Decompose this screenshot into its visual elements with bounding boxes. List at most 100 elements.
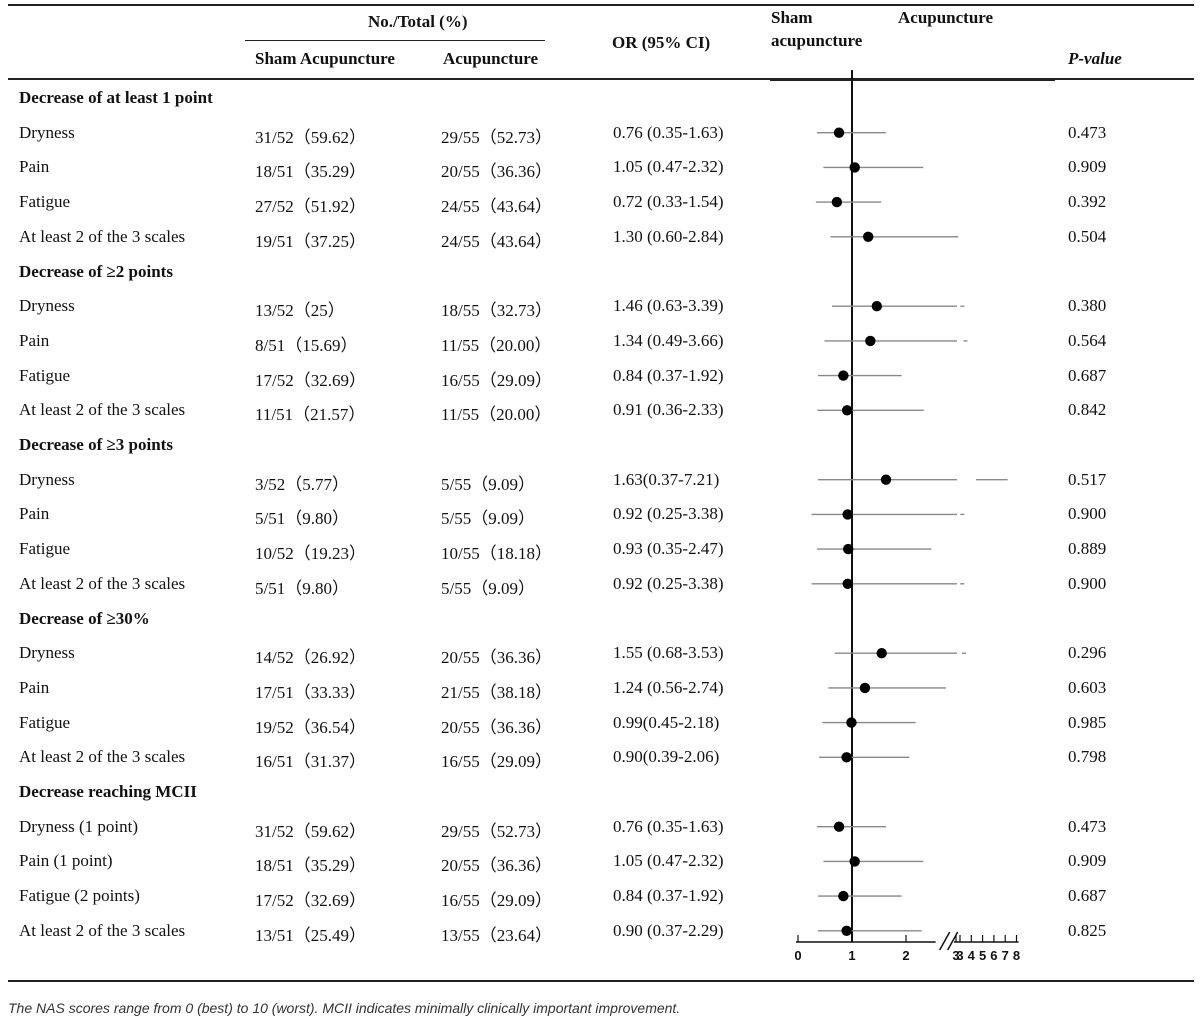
cell-acupuncture: 24/55（43.64） <box>441 231 552 251</box>
row-label: At least 2 of the 3 scales <box>19 400 186 420</box>
cell-acupuncture: 13/55（23.64） <box>441 925 552 945</box>
row-label: Dryness <box>19 122 75 142</box>
or-point <box>833 127 845 138</box>
or-point <box>838 370 849 381</box>
row-label: Dryness <box>19 643 75 663</box>
cell-or: 0.90(0.39-2.06) <box>613 747 720 767</box>
cell-or: 0.84 (0.37-1.92) <box>613 365 724 385</box>
cell-acupuncture: 29/55（52.73） <box>441 127 552 147</box>
or-point <box>846 717 857 728</box>
row-label: Pain <box>19 504 50 524</box>
col-header-p-value: P-value <box>1068 49 1122 68</box>
cell-acupuncture: 21/55（38.18） <box>441 682 552 702</box>
cell-or: 0.72 (0.33-1.54) <box>613 192 724 212</box>
cell-acupuncture: 11/55（20.00） <box>441 335 552 355</box>
cell-or: 1.05 (0.47-2.32) <box>613 157 724 177</box>
cell-p-value: 0.985 <box>1068 712 1107 732</box>
cell-p-value: 0.517 <box>1068 469 1107 489</box>
or-point <box>880 474 892 485</box>
x-tick-label: 8 <box>1013 948 1020 963</box>
cell-or: 1.34 (0.49-3.66) <box>613 330 724 350</box>
plot-label-acupuncture: Acupuncture <box>898 8 994 27</box>
cell-sham: 8/51（15.69） <box>255 335 358 355</box>
cell-or: 1.46 (0.63-3.39) <box>613 296 724 316</box>
group-title: No./Total (%) <box>368 12 468 31</box>
cell-or: 0.76 (0.35-1.63) <box>613 816 724 836</box>
or-point <box>843 543 854 555</box>
cell-p-value: 0.909 <box>1068 157 1107 177</box>
cell-or: 0.93 (0.35-2.47) <box>613 539 724 559</box>
cell-p-value: 0.296 <box>1068 643 1107 663</box>
row-label: Dryness <box>19 469 75 489</box>
section-title: Decrease reaching MCII <box>19 782 197 801</box>
cell-sham: 18/51（35.29） <box>255 162 366 182</box>
cell-acupuncture: 5/55（9.09） <box>441 509 535 529</box>
cell-p-value: 0.798 <box>1068 747 1107 767</box>
cell-sham: 17/52（32.69） <box>255 370 366 390</box>
or-point <box>871 301 883 312</box>
row-label: Fatigue (2 points) <box>19 886 140 906</box>
cell-p-value: 0.473 <box>1068 122 1107 142</box>
cell-p-value: 0.687 <box>1068 886 1107 906</box>
cell-sham: 18/51（35.29） <box>255 856 366 876</box>
row-label: Pain <box>19 677 50 697</box>
cell-sham: 5/51（9.80） <box>255 578 349 598</box>
row-label: Fatigue <box>19 539 70 559</box>
footnote: The NAS scores range from 0 (best) to 10… <box>8 1000 681 1016</box>
cell-or: 0.91 (0.36-2.33) <box>613 400 724 420</box>
cell-sham: 16/51（31.37） <box>255 752 366 772</box>
cell-or: 0.84 (0.37-1.92) <box>613 886 724 906</box>
cell-sham: 17/51（33.33） <box>255 682 366 702</box>
section-title: Decrease of ≥2 points <box>19 261 173 281</box>
cell-acupuncture: 20/55（36.36） <box>441 162 552 182</box>
cell-sham: 5/51（9.80） <box>255 509 349 529</box>
or-point <box>849 856 860 867</box>
cell-sham: 3/52（5.77） <box>255 474 349 494</box>
plot-label-sham-2: acupuncture <box>771 31 863 50</box>
cell-sham: 27/52（51.92） <box>255 197 366 217</box>
x-tick-label: 1 <box>848 948 855 963</box>
cell-or: 0.90 (0.37-2.29) <box>613 920 724 940</box>
plot-header-underline <box>770 78 1055 81</box>
row-label: Fatigue <box>19 365 70 385</box>
cell-p-value: 0.842 <box>1068 400 1107 420</box>
cell-or: 0.76 (0.35-1.63) <box>613 122 724 142</box>
or-point <box>842 578 853 589</box>
row-label: At least 2 of the 3 scales <box>19 920 186 940</box>
cell-p-value: 0.380 <box>1068 296 1107 316</box>
cell-sham: 13/51（25.49） <box>255 925 366 945</box>
cell-sham: 13/52（25） <box>255 301 345 321</box>
x-tick-label: 0 <box>794 948 801 963</box>
cell-sham: 31/52（59.62） <box>255 821 366 841</box>
cell-p-value: 0.564 <box>1068 330 1107 350</box>
x-tick-label: 5 <box>979 948 986 963</box>
or-point <box>831 196 843 208</box>
row-label: At least 2 of the 3 scales <box>19 747 186 767</box>
cell-acupuncture: 11/55（20.00） <box>441 405 552 425</box>
cell-p-value: 0.900 <box>1068 504 1107 524</box>
cell-sham: 19/51（37.25） <box>255 231 366 251</box>
cell-p-value: 0.909 <box>1068 851 1107 871</box>
cell-p-value: 0.900 <box>1068 573 1107 593</box>
cell-sham: 17/52（32.69） <box>255 891 366 911</box>
cell-or: 1.63(0.37-7.21) <box>613 469 720 489</box>
or-point <box>849 162 860 173</box>
cell-acupuncture: 29/55（52.73） <box>441 821 552 841</box>
row-label: Dryness (1 point) <box>19 816 138 836</box>
cell-acupuncture: 16/55（29.09） <box>441 891 552 911</box>
or-point <box>838 890 849 902</box>
row-label: Pain <box>19 157 50 177</box>
cell-p-value: 0.504 <box>1068 226 1107 246</box>
cell-p-value: 0.392 <box>1068 192 1107 212</box>
cell-acupuncture: 5/55（9.09） <box>441 578 535 598</box>
section-title: Decrease of at least 1 point <box>19 88 213 107</box>
or-point <box>859 682 871 694</box>
x-tick-label: 4 <box>968 948 976 963</box>
cell-p-value: 0.687 <box>1068 365 1107 385</box>
or-point <box>841 752 852 763</box>
or-point <box>863 231 874 242</box>
cell-acupuncture: 20/55（36.36） <box>441 648 552 668</box>
row-label: Pain <box>19 330 50 350</box>
cell-acupuncture: 24/55（43.64） <box>441 197 552 217</box>
